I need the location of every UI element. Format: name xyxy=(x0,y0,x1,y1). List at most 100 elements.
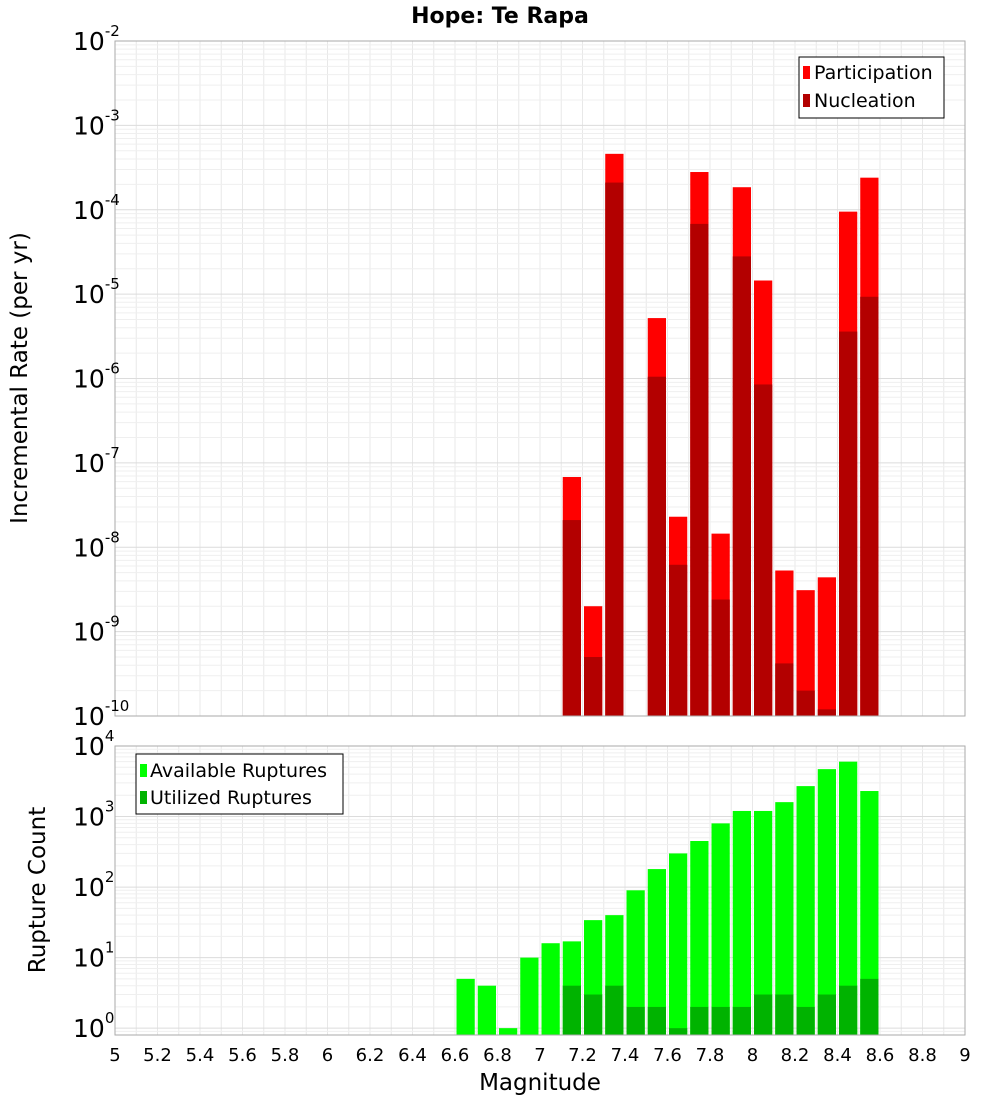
bar-available-ruptures-8-55 xyxy=(860,791,879,1035)
legend-label-nucleation: Nucleation xyxy=(814,90,916,112)
chart-title: Hope: Te Rapa xyxy=(411,4,589,29)
bottom-plot-border xyxy=(114,745,966,1036)
bar-available-ruptures-7-75 xyxy=(690,841,709,1035)
bar-available-ruptures-7-95 xyxy=(732,810,751,1035)
x-tick-labels: 5 5.2 5.4 5.6 5.8 6 6.2 6.4 6.6 6.8 7 7.2 7.4 7.6 7.8 8… xyxy=(109,1045,970,1066)
bar-available-ruptures-7-05 xyxy=(541,943,560,1035)
bar-utilized-ruptures-8-05 xyxy=(754,994,773,1035)
bar-utilized-ruptures-7-25 xyxy=(584,994,603,1035)
top-y-tick-labels: 10-10 10-9 10-8 10-7 10-6 10-5 10-4 10-3 10-2 xyxy=(73,22,129,731)
x-tick-label: 5.2 xyxy=(143,1045,172,1066)
top-bars xyxy=(562,153,879,717)
x-tick-label: 6.4 xyxy=(398,1045,427,1066)
bottom-legend-box xyxy=(135,753,344,815)
y-tick-label: 10-8 xyxy=(73,528,120,562)
bar-nucleation-7-25 xyxy=(584,657,603,716)
bottom-y-axis-label: Rupture Count xyxy=(25,807,51,973)
bar-utilized-ruptures-7-75 xyxy=(690,1006,709,1035)
y-tick-label: 10-10 xyxy=(73,697,129,731)
bottom-legend: Available Ruptures Utilized Ruptures xyxy=(135,753,344,815)
y-tick-label: 10-3 xyxy=(73,106,120,140)
bar-available-ruptures-6-95 xyxy=(520,957,539,1035)
bar-participation-8-35 xyxy=(817,577,836,716)
x-tick-label: 5.8 xyxy=(271,1045,300,1066)
bar-utilized-ruptures-8-55 xyxy=(860,978,879,1035)
legend-label-available-ruptures: Available Ruptures xyxy=(150,760,327,782)
x-tick-label: 8.4 xyxy=(823,1045,852,1066)
x-tick-label: 8.8 xyxy=(908,1045,937,1066)
bar-nucleation-8-05 xyxy=(754,384,773,716)
y-tick-label: 10-4 xyxy=(73,191,120,225)
bar-nucleation-7-65 xyxy=(669,564,688,716)
bar-nucleation-7-85 xyxy=(711,599,730,716)
legend-label-participation: Participation xyxy=(814,62,933,84)
bar-utilized-ruptures-7-35 xyxy=(605,985,624,1035)
bar-available-ruptures-8-25 xyxy=(796,786,815,1035)
bar-available-ruptures-7-55 xyxy=(647,869,666,1035)
legend-label-utilized-ruptures: Utilized Ruptures xyxy=(150,787,312,809)
top-grid xyxy=(115,41,965,716)
bar-utilized-ruptures-8-25 xyxy=(796,1006,815,1035)
bar-available-ruptures-8-05 xyxy=(754,810,773,1035)
x-tick-label: 6.6 xyxy=(441,1045,470,1066)
x-tick-label: 6 xyxy=(322,1045,333,1066)
bar-utilized-ruptures-7-85 xyxy=(711,1006,730,1035)
bar-utilized-ruptures-8-35 xyxy=(817,994,836,1035)
y-tick-label: 10-5 xyxy=(73,275,120,309)
x-tick-label: 9 xyxy=(959,1045,970,1066)
bar-utilized-ruptures-8-15 xyxy=(775,994,794,1035)
bar-nucleation-8-25 xyxy=(796,690,815,716)
bar-available-ruptures-8-15 xyxy=(775,802,794,1035)
y-tick-label: 103 xyxy=(73,798,114,832)
x-tick-label: 6.8 xyxy=(483,1045,512,1066)
bar-utilized-ruptures-7-65 xyxy=(669,1028,688,1035)
bar-utilized-ruptures-7-15 xyxy=(562,985,581,1035)
x-tick-label: 7.6 xyxy=(653,1045,682,1066)
bar-available-ruptures-6-75 xyxy=(477,985,496,1035)
y-tick-label: 10-6 xyxy=(73,360,120,394)
bar-nucleation-7-75 xyxy=(690,223,709,716)
y-tick-label: 10-9 xyxy=(73,613,120,647)
bar-available-ruptures-6-65 xyxy=(456,978,475,1035)
x-tick-label: 8.6 xyxy=(866,1045,895,1066)
legend-swatch-utilized-ruptures xyxy=(140,791,147,804)
x-tick-label: 7.2 xyxy=(568,1045,597,1066)
legend-swatch-participation xyxy=(803,66,810,79)
bar-utilized-ruptures-7-55 xyxy=(647,1006,666,1035)
top-legend-box xyxy=(798,56,945,119)
y-tick-label: 10-2 xyxy=(73,22,120,56)
bar-utilized-ruptures-8-45 xyxy=(839,985,858,1035)
bar-nucleation-7-15 xyxy=(562,520,581,716)
bar-nucleation-8-45 xyxy=(839,331,858,716)
x-tick-label: 5.6 xyxy=(228,1045,257,1066)
top-plot-border xyxy=(114,40,966,717)
legend-swatch-available-ruptures xyxy=(140,764,147,777)
y-tick-label: 102 xyxy=(73,868,114,902)
bottom-bars xyxy=(456,761,879,1035)
bar-utilized-ruptures-7-45 xyxy=(626,1006,645,1035)
bottom-y-tick-labels: 100 101 102 103 104 xyxy=(73,727,114,1043)
x-tick-label: 7 xyxy=(534,1045,545,1066)
bar-nucleation-7-95 xyxy=(732,256,751,716)
x-axis-label: Magnitude xyxy=(479,1070,601,1096)
bar-available-ruptures-8-35 xyxy=(817,769,836,1035)
bar-available-ruptures-7-65 xyxy=(669,853,688,1035)
x-tick-label: 6.2 xyxy=(356,1045,385,1066)
legend-swatch-nucleation xyxy=(803,94,810,107)
bar-nucleation-8-15 xyxy=(775,663,794,716)
bar-nucleation-7-35 xyxy=(605,182,624,716)
y-tick-label: 10-7 xyxy=(73,444,120,478)
x-tick-label: 7.4 xyxy=(611,1045,640,1066)
bar-nucleation-8-35 xyxy=(817,709,836,716)
bar-utilized-ruptures-7-95 xyxy=(732,1006,751,1035)
top-y-axis-label: Incremental Rate (per yr) xyxy=(7,232,33,524)
bar-nucleation-7-55 xyxy=(647,376,666,716)
top-legend: Participation Nucleation xyxy=(798,56,945,119)
bar-available-ruptures-8-45 xyxy=(839,761,858,1035)
bar-available-ruptures-6-85 xyxy=(499,1028,518,1035)
bar-participation-8-25 xyxy=(796,590,815,716)
y-tick-label: 104 xyxy=(73,727,114,761)
x-tick-label: 5.4 xyxy=(186,1045,215,1066)
x-tick-label: 8.2 xyxy=(781,1045,810,1066)
